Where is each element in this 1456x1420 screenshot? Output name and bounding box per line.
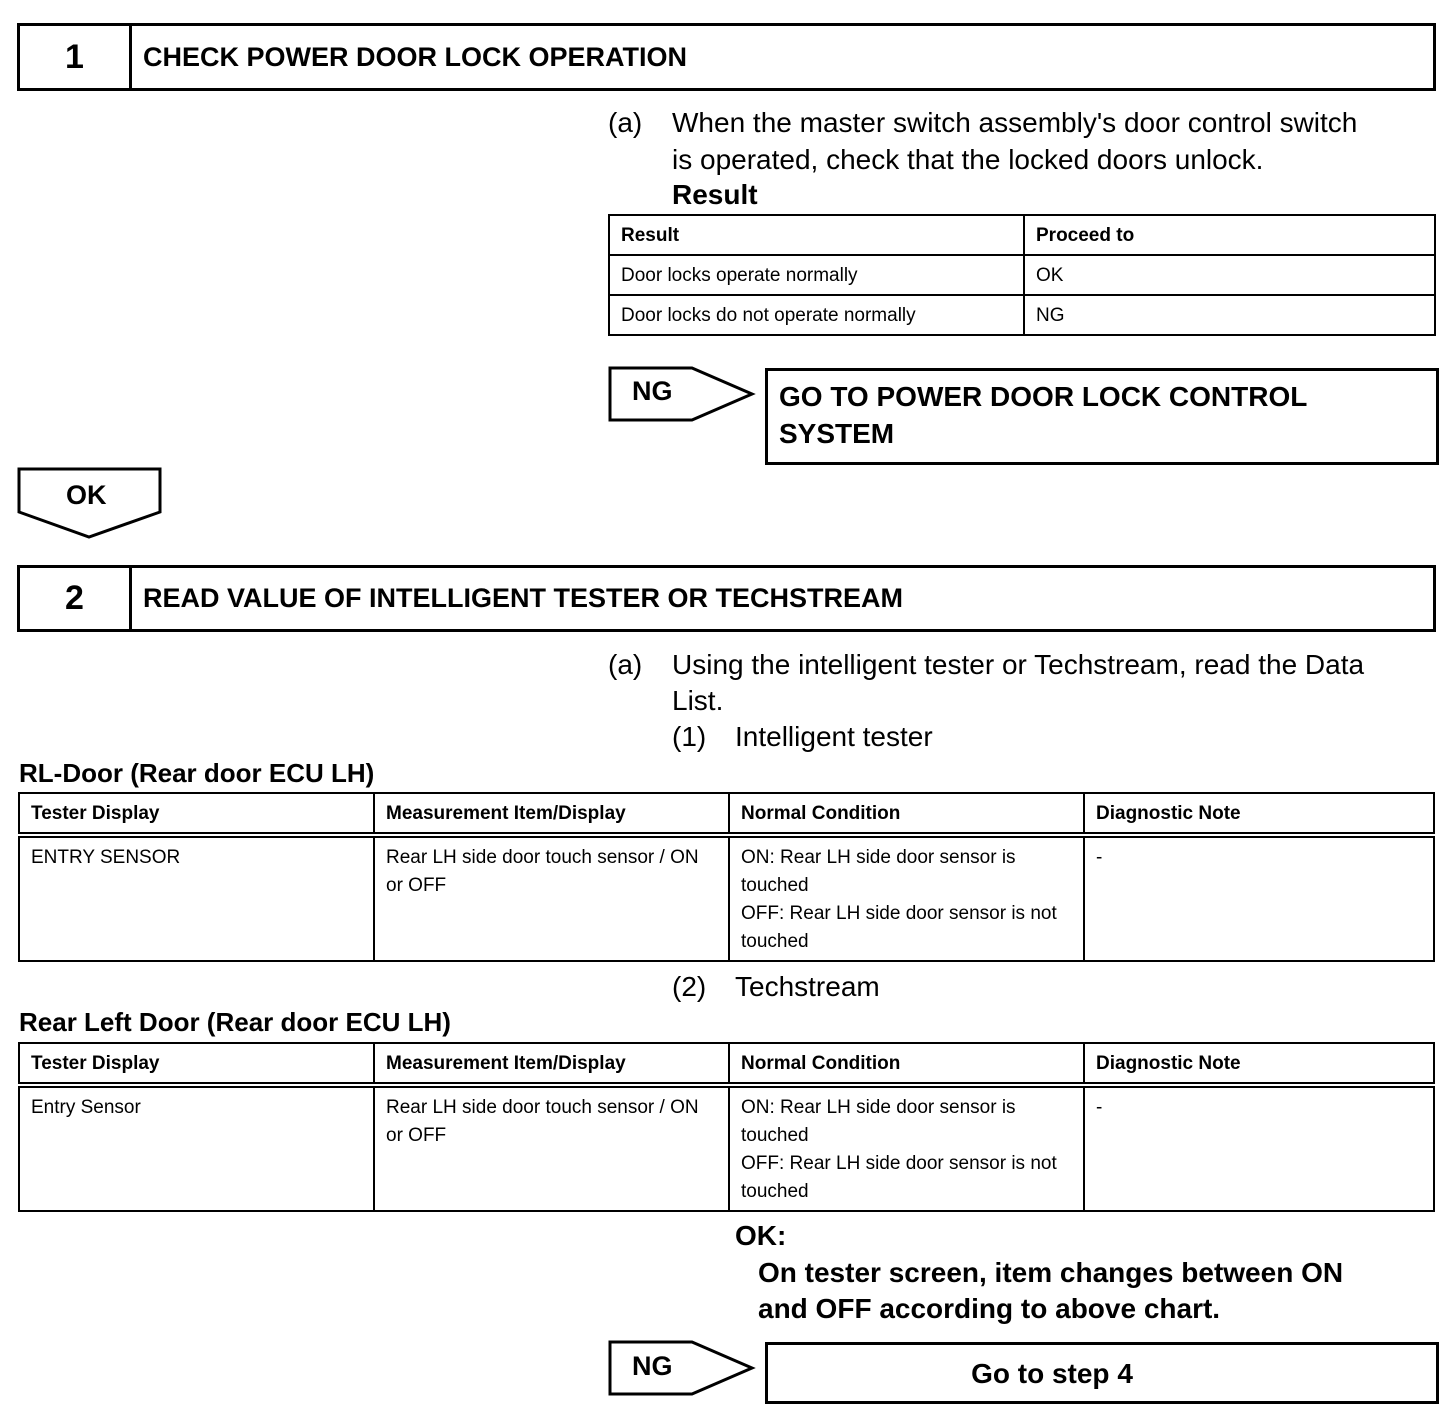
instruction-line: When the master switch assembly's door c… <box>672 107 1358 138</box>
ok-label: OK <box>66 480 107 510</box>
column-header: Normal Condition <box>728 1042 1085 1088</box>
column-header: Measurement Item/Display <box>373 1042 730 1088</box>
instruction-marker: (a) <box>608 107 643 138</box>
data-list-table-intelligent-tester: Tester Display Measurement Item/Display … <box>18 792 1435 962</box>
ng-arrow-icon <box>608 1340 756 1396</box>
ng-target-box: Go to step 4 <box>765 1342 1439 1404</box>
ng-label: NG <box>632 376 673 406</box>
column-header: Measurement Item/Display <box>373 792 730 838</box>
table-cell: Door locks operate normally <box>608 254 1025 296</box>
ng-arrow-icon <box>608 366 756 422</box>
column-header: Normal Condition <box>728 792 1085 838</box>
ng-target-text: GO TO POWER DOOR LOCK CONTROL <box>779 381 1308 412</box>
table-cell: NG <box>1023 294 1436 336</box>
table-cell: - <box>1083 1084 1435 1212</box>
step-number: 1 <box>20 26 132 88</box>
table-row: Entry Sensor Rear LH side door touch sen… <box>18 1084 1435 1212</box>
ng-target-text: Go to step 4 <box>971 1357 1133 1389</box>
normal-on: ON: Rear LH side door sensor is touched <box>741 847 1016 896</box>
ng-target-text: SYSTEM <box>779 418 895 449</box>
sub-label: Techstream <box>735 971 880 1002</box>
table-cell: Entry Sensor <box>18 1084 375 1212</box>
ok-arrow-icon <box>17 467 162 539</box>
instruction-line: List. <box>672 685 724 716</box>
table-cell: ON: Rear LH side door sensor is touched O… <box>728 834 1085 962</box>
ok-condition: On tester screen, item changes between O… <box>758 1257 1344 1288</box>
table-row: Door locks operate normally OK <box>608 254 1436 296</box>
column-header: Diagnostic Note <box>1083 792 1435 838</box>
normal-off: OFF: Rear LH side door sensor is not tou… <box>741 1153 1057 1202</box>
instruction-line: is operated, check that the locked doors… <box>672 144 1264 175</box>
result-heading: Result <box>672 179 758 210</box>
step-title: CHECK POWER DOOR LOCK OPERATION <box>143 41 688 72</box>
ng-target-box: GO TO POWER DOOR LOCK CONTROL SYSTEM <box>765 368 1439 465</box>
column-header: Tester Display <box>18 1042 375 1088</box>
instruction-marker: (a) <box>608 649 643 680</box>
step-2-header: 2 READ VALUE OF INTELLIGENT TESTER OR TE… <box>17 565 1436 632</box>
table-cell: OK <box>1023 254 1436 296</box>
table-cell: ENTRY SENSOR <box>18 834 375 962</box>
table-title: Rear Left Door (Rear door ECU LH) <box>19 1007 451 1037</box>
result-table: Result Proceed to Door locks operate nor… <box>608 214 1436 336</box>
table-title: RL-Door (Rear door ECU LH) <box>19 758 375 788</box>
normal-off: OFF: Rear LH side door sensor is not tou… <box>741 903 1057 952</box>
ok-heading: OK: <box>735 1220 787 1251</box>
table-cell: Rear LH side door touch sensor / ON or O… <box>373 1084 730 1212</box>
ok-condition: and OFF according to above chart. <box>758 1293 1221 1324</box>
step-1-header: 1 CHECK POWER DOOR LOCK OPERATION <box>17 23 1436 91</box>
sub-marker: (1) <box>672 721 707 752</box>
table-row: ENTRY SENSOR Rear LH side door touch sen… <box>18 834 1435 962</box>
table-cell: Rear LH side door touch sensor / ON or O… <box>373 834 730 962</box>
column-header: Proceed to <box>1023 214 1436 256</box>
column-header: Diagnostic Note <box>1083 1042 1435 1088</box>
table-cell: ON: Rear LH side door sensor is touched O… <box>728 1084 1085 1212</box>
step-number: 2 <box>20 568 132 629</box>
sub-marker: (2) <box>672 971 707 1002</box>
normal-on: ON: Rear LH side door sensor is touched <box>741 1097 1016 1146</box>
step-title: READ VALUE OF INTELLIGENT TESTER OR TECH… <box>143 583 904 613</box>
ng-label: NG <box>632 1351 673 1381</box>
instruction-line: Using the intelligent tester or Techstre… <box>672 649 1365 680</box>
data-list-table-techstream: Tester Display Measurement Item/Display … <box>18 1042 1435 1212</box>
table-row: Door locks do not operate normally NG <box>608 294 1436 336</box>
table-cell: - <box>1083 834 1435 962</box>
sub-label: Intelligent tester <box>735 721 933 752</box>
table-cell: Door locks do not operate normally <box>608 294 1025 336</box>
column-header: Tester Display <box>18 792 375 838</box>
column-header: Result <box>608 214 1025 256</box>
